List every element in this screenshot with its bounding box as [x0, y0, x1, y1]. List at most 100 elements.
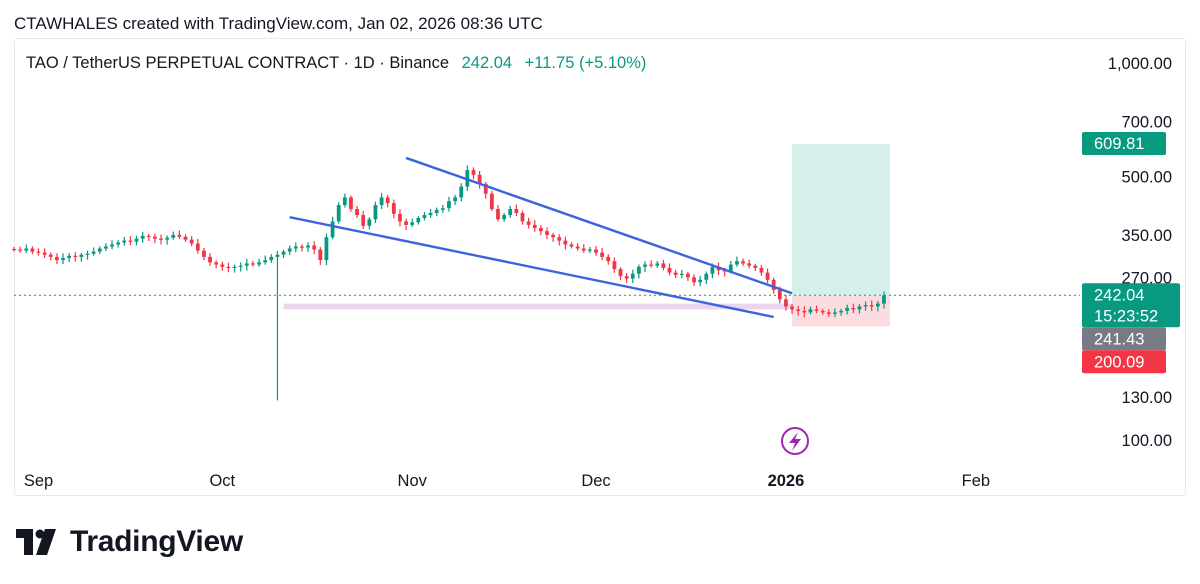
- candle[interactable]: [735, 256, 739, 267]
- candle[interactable]: [502, 212, 507, 222]
- support-band-zone[interactable]: [283, 303, 799, 310]
- candle[interactable]: [342, 193, 347, 208]
- candle[interactable]: [361, 210, 366, 230]
- price-label-entry[interactable]: 241.43: [1082, 327, 1166, 351]
- candle[interactable]: [698, 275, 703, 287]
- candle[interactable]: [569, 242, 574, 249]
- candle[interactable]: [146, 233, 151, 242]
- candle[interactable]: [802, 306, 807, 318]
- candle[interactable]: [336, 202, 341, 224]
- candle[interactable]: [453, 194, 458, 205]
- candle[interactable]: [306, 242, 310, 252]
- candle[interactable]: [398, 209, 402, 227]
- candle[interactable]: [557, 234, 562, 246]
- candle[interactable]: [692, 274, 696, 287]
- candle[interactable]: [882, 291, 886, 309]
- price-label-countdown[interactable]: 15:23:52: [1082, 304, 1180, 328]
- candle[interactable]: [790, 304, 794, 314]
- candle[interactable]: [349, 195, 353, 212]
- candle[interactable]: [391, 199, 396, 219]
- candle[interactable]: [73, 251, 78, 262]
- candle[interactable]: [496, 204, 500, 222]
- candle[interactable]: [673, 269, 678, 278]
- candle[interactable]: [263, 255, 268, 265]
- candle[interactable]: [630, 269, 635, 284]
- symbol-legend[interactable]: TAO / TetherUS PERPETUAL CONTRACT · 1D ·…: [26, 54, 646, 73]
- candle[interactable]: [686, 271, 690, 281]
- candle[interactable]: [784, 295, 788, 311]
- candle[interactable]: [594, 245, 598, 256]
- candle[interactable]: [545, 227, 549, 240]
- candle[interactable]: [300, 244, 304, 252]
- candle[interactable]: [447, 196, 451, 212]
- candle[interactable]: [287, 245, 292, 256]
- candle[interactable]: [208, 253, 212, 266]
- candle[interactable]: [177, 230, 182, 240]
- candle[interactable]: [214, 260, 219, 269]
- candle[interactable]: [202, 247, 206, 261]
- candle[interactable]: [833, 308, 837, 317]
- candle[interactable]: [826, 309, 831, 317]
- candle[interactable]: [563, 236, 568, 250]
- candle[interactable]: [312, 241, 317, 255]
- candle[interactable]: [636, 264, 641, 279]
- candle[interactable]: [116, 240, 121, 248]
- candle[interactable]: [416, 216, 421, 225]
- candle[interactable]: [741, 258, 745, 266]
- candle[interactable]: [796, 305, 801, 316]
- candle[interactable]: [12, 246, 16, 252]
- candle[interactable]: [324, 233, 329, 266]
- candle[interactable]: [232, 264, 237, 273]
- candle[interactable]: [379, 193, 384, 210]
- candle[interactable]: [293, 242, 298, 253]
- candle[interactable]: [434, 207, 439, 217]
- candle[interactable]: [373, 201, 378, 224]
- candle[interactable]: [24, 244, 29, 254]
- candle[interactable]: [618, 267, 623, 281]
- candle[interactable]: [226, 262, 231, 273]
- candle[interactable]: [244, 259, 249, 271]
- candle[interactable]: [275, 250, 280, 401]
- candle[interactable]: [704, 271, 709, 285]
- candle[interactable]: [36, 248, 41, 256]
- candle[interactable]: [410, 218, 415, 227]
- candle[interactable]: [385, 194, 390, 208]
- candle[interactable]: [459, 183, 464, 202]
- candle[interactable]: [820, 308, 825, 315]
- candle[interactable]: [814, 305, 819, 314]
- candle[interactable]: [538, 225, 543, 236]
- candle[interactable]: [30, 246, 35, 255]
- candle[interactable]: [526, 217, 531, 229]
- candle[interactable]: [667, 263, 672, 276]
- candle[interactable]: [355, 205, 359, 219]
- long-target-zone[interactable]: [792, 143, 891, 296]
- candle[interactable]: [551, 232, 556, 242]
- candle[interactable]: [471, 167, 476, 180]
- candle[interactable]: [171, 231, 176, 240]
- candle[interactable]: [91, 247, 96, 256]
- candle[interactable]: [655, 260, 660, 268]
- candle[interactable]: [318, 247, 323, 265]
- candle[interactable]: [600, 248, 605, 261]
- price-label-stop[interactable]: 200.09: [1082, 350, 1166, 374]
- price-label-target[interactable]: 609.81: [1082, 131, 1166, 155]
- candle[interactable]: [220, 261, 225, 271]
- candle[interactable]: [839, 308, 843, 316]
- candle[interactable]: [508, 205, 513, 218]
- candle[interactable]: [140, 231, 145, 243]
- candle[interactable]: [649, 260, 654, 268]
- candle[interactable]: [428, 208, 433, 218]
- candle[interactable]: [251, 260, 255, 267]
- candle[interactable]: [520, 210, 525, 225]
- candle[interactable]: [851, 303, 856, 314]
- candle[interactable]: [863, 301, 868, 311]
- candle[interactable]: [612, 257, 617, 273]
- lightning-event-icon[interactable]: [781, 427, 809, 455]
- candle[interactable]: [128, 235, 133, 246]
- candle[interactable]: [122, 237, 127, 246]
- candle[interactable]: [61, 253, 65, 265]
- candle[interactable]: [183, 234, 188, 243]
- candle[interactable]: [79, 252, 84, 262]
- candle[interactable]: [85, 250, 90, 260]
